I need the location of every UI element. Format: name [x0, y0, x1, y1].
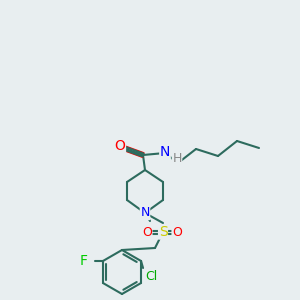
- Text: N: N: [160, 145, 170, 159]
- Text: Cl: Cl: [145, 269, 157, 283]
- Text: N: N: [140, 206, 150, 220]
- Text: S: S: [159, 225, 167, 239]
- Text: O: O: [115, 139, 125, 153]
- Text: F: F: [80, 254, 88, 268]
- Text: O: O: [172, 226, 182, 238]
- Text: H: H: [172, 152, 182, 164]
- Text: O: O: [142, 226, 152, 238]
